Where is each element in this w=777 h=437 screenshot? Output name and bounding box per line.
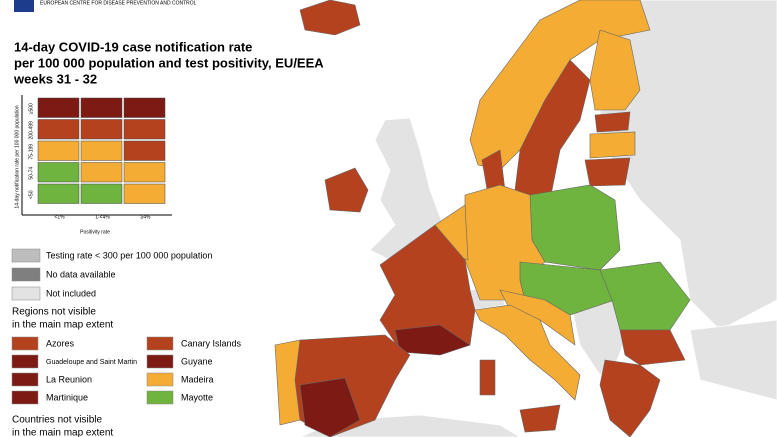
title-line: per 100 000 population and test positivi… <box>14 55 324 70</box>
legend-grid: ≥500 200-499 75-199 50-74 <50 <1% 1-<4% ≥4% <box>28 97 166 220</box>
y-axis-label: 14-day notification rate per 100 000 pop… <box>14 105 20 208</box>
estonia <box>594 111 631 133</box>
section-heading: Regions not visible <box>12 307 96 318</box>
region-swatch <box>146 390 174 405</box>
land-background <box>689 319 777 401</box>
region-swatch <box>146 336 174 351</box>
poland <box>529 184 621 271</box>
region-swatch <box>11 336 39 351</box>
region-label: Azores <box>46 338 75 348</box>
greece <box>599 359 661 437</box>
grid-cell <box>123 140 166 161</box>
grid-cell <box>80 119 123 140</box>
section-heading: in the main map extent <box>12 428 113 437</box>
region-swatch <box>146 354 174 369</box>
grid-cell <box>37 162 80 183</box>
grid-cell <box>80 140 123 161</box>
portugal <box>274 339 301 426</box>
grid-cell <box>37 140 80 161</box>
grid-cell <box>80 162 123 183</box>
row-label: 50-74 <box>28 167 34 180</box>
spain-south <box>299 377 361 437</box>
region-label: Guadeloupe and Saint Martin <box>46 359 137 366</box>
x-axis-label: Positivity rate <box>80 229 110 235</box>
column-label: ≥4% <box>141 214 152 220</box>
key-label: No data available <box>46 269 116 279</box>
grid-cell <box>80 97 123 118</box>
key-swatch <box>11 248 41 263</box>
italy <box>474 304 581 401</box>
region-label: Martinique <box>46 392 88 402</box>
section-heading: Countries not visible <box>12 415 102 426</box>
agency-name: EUROPEAN CENTRE FOR DISEASE PREVENTION A… <box>40 0 197 6</box>
region-label: Madeira <box>181 374 214 384</box>
section-heading: in the main map extent <box>12 320 113 331</box>
grid-cell <box>37 183 80 204</box>
row-label: <50 <box>28 190 34 199</box>
lithuania <box>584 157 631 187</box>
region-swatch <box>146 372 174 387</box>
finland <box>589 29 641 111</box>
sicily-sardinia <box>479 359 561 433</box>
grid-cell <box>80 183 123 204</box>
title-line: 14-day COVID-19 case notification rate <box>14 39 252 54</box>
iceland <box>299 0 361 36</box>
region-swatch <box>11 372 39 387</box>
map <box>274 0 777 437</box>
region-label: La Reunion <box>46 374 92 384</box>
eu-flag <box>14 0 34 12</box>
key-label: Not included <box>46 288 96 298</box>
grid-cell <box>123 119 166 140</box>
region-label: Guyane <box>181 356 213 366</box>
norway <box>469 0 651 171</box>
grid-cell <box>37 119 80 140</box>
grid-cell <box>123 183 166 204</box>
row-label: 200-499 <box>28 121 34 140</box>
key-label: Testing rate < 300 per 100 000 populatio… <box>46 250 212 260</box>
region-label: Mayotte <box>181 392 213 402</box>
grid-cell <box>123 97 166 118</box>
region-swatch <box>11 354 39 369</box>
row-label: 75-199 <box>28 144 34 160</box>
key-swatch <box>11 267 41 282</box>
region-legend: Azores Canary Islands Guadeloupe and Saint… <box>11 336 242 405</box>
grid-cell <box>123 162 166 183</box>
grid-cell <box>37 97 80 118</box>
latvia <box>589 131 636 159</box>
ireland <box>324 167 369 213</box>
bulgaria <box>619 329 686 366</box>
region-swatch <box>11 390 39 405</box>
column-label: 1-<4% <box>95 214 110 220</box>
key-swatch <box>11 286 41 301</box>
title-line: weeks 31 - 32 <box>13 71 97 86</box>
legend-keys: Testing rate < 300 per 100 000 populatio… <box>11 248 212 301</box>
row-label: ≥500 <box>28 103 34 114</box>
region-label: Canary Islands <box>181 338 242 348</box>
column-label: <1% <box>54 214 65 220</box>
